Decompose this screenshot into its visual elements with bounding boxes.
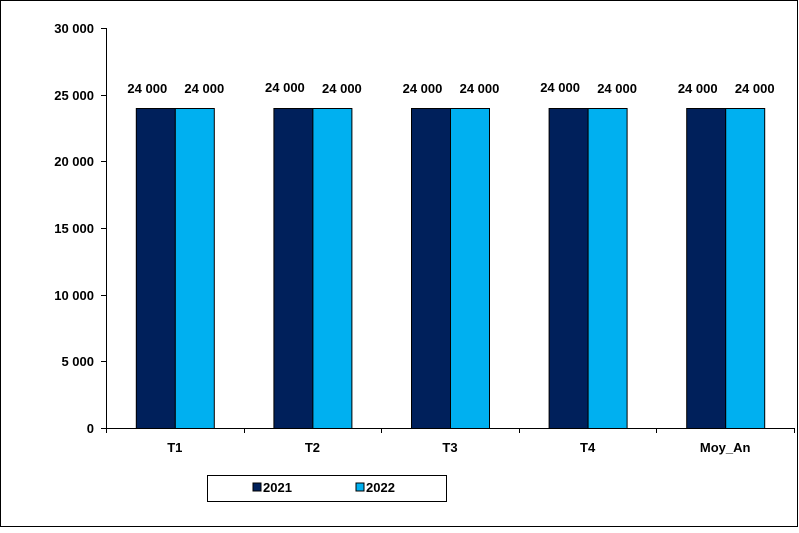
data-label: 24 000 <box>597 81 637 96</box>
bar-2022-T3 <box>450 108 490 429</box>
legend-label-2022: 2022 <box>366 480 395 495</box>
bar-2022-T2 <box>312 108 353 429</box>
legend-label-2021: 2021 <box>263 480 292 495</box>
data-label: 24 000 <box>322 81 362 96</box>
x-tick-label: Moy_An <box>700 440 751 455</box>
y-tick-label: 20 000 <box>54 154 94 169</box>
bar-2021-Moy_An <box>686 108 727 429</box>
x-tick-label: T2 <box>305 440 320 455</box>
bars <box>135 108 766 429</box>
data-label: 24 000 <box>735 81 775 96</box>
y-tick-label: 25 000 <box>54 88 94 103</box>
bar-2021-T1 <box>135 108 176 429</box>
legend-swatch-2021 <box>252 482 262 492</box>
y-tick-label: 10 000 <box>54 288 94 303</box>
x-tick-label: T3 <box>442 440 457 455</box>
data-label: 24 000 <box>127 81 167 96</box>
bar-2021-T4 <box>548 108 589 429</box>
x-tick-label: T1 <box>167 440 182 455</box>
legend-swatch-2022 <box>355 482 365 492</box>
bar-2022-T4 <box>587 108 628 429</box>
data-label: 24 000 <box>184 81 224 96</box>
y-tick-label: 0 <box>87 421 94 436</box>
data-label: 24 000 <box>678 81 718 96</box>
y-axis: 0 5 000 10 000 15 000 20 000 25 000 30 000 <box>54 21 107 436</box>
data-label: 24 000 <box>460 81 500 96</box>
y-tick-label: 30 000 <box>54 21 94 36</box>
data-label: 24 000 <box>403 81 443 96</box>
legend-box <box>207 475 447 502</box>
bar-2021-T2 <box>273 108 314 429</box>
y-tick-label: 15 000 <box>54 221 94 236</box>
data-label: 24 000 <box>540 80 580 95</box>
bar-2022-T1 <box>174 108 215 429</box>
data-label: 24 000 <box>265 80 305 95</box>
bar-2021-T3 <box>411 108 451 429</box>
bar-data-labels: 24 000 24 000 24 000 24 000 24 000 24 000 24 0… <box>127 80 774 96</box>
y-tick-label: 5 000 <box>61 354 94 369</box>
bar-2022-Moy_An <box>725 108 766 429</box>
x-tick-label: T4 <box>580 440 596 455</box>
legend: 2021 2022 <box>207 475 447 502</box>
